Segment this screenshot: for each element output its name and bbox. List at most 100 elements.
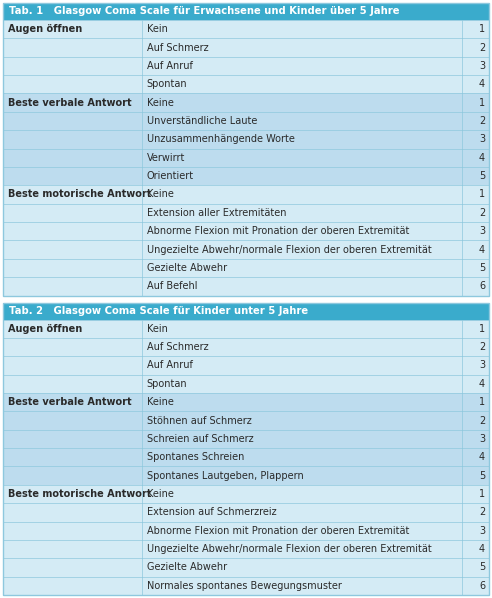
- Text: Auf Anruf: Auf Anruf: [147, 361, 192, 370]
- Bar: [3, 167, 489, 185]
- Text: Unverständliche Laute: Unverständliche Laute: [147, 116, 257, 126]
- Bar: [3, 485, 489, 503]
- Bar: [3, 93, 489, 112]
- Bar: [3, 204, 489, 222]
- Bar: [3, 303, 489, 319]
- Text: Ungezielte Abwehr/normale Flexion der oberen Extremität: Ungezielte Abwehr/normale Flexion der ob…: [147, 544, 431, 554]
- Text: Gezielte Abwehr: Gezielte Abwehr: [147, 563, 227, 572]
- Text: 2: 2: [479, 416, 485, 426]
- Text: Beste verbale Antwort: Beste verbale Antwort: [8, 97, 132, 108]
- Text: 1: 1: [479, 24, 485, 34]
- Text: 2: 2: [479, 208, 485, 218]
- Text: Orientiert: Orientiert: [147, 171, 194, 181]
- Text: Beste motorische Antwort: Beste motorische Antwort: [8, 190, 152, 200]
- Text: Auf Schmerz: Auf Schmerz: [147, 42, 208, 53]
- Bar: [3, 356, 489, 374]
- Bar: [3, 3, 489, 20]
- Text: Augen öffnen: Augen öffnen: [8, 24, 82, 34]
- Text: 4: 4: [479, 379, 485, 389]
- Text: Spontan: Spontan: [147, 80, 187, 89]
- Text: 3: 3: [479, 434, 485, 444]
- Text: 1: 1: [479, 190, 485, 200]
- Text: Keine: Keine: [147, 489, 173, 499]
- Text: 1: 1: [479, 397, 485, 407]
- Text: 4: 4: [479, 452, 485, 462]
- Text: Normales spontanes Bewegungsmuster: Normales spontanes Bewegungsmuster: [147, 581, 341, 591]
- Text: Spontanes Schreien: Spontanes Schreien: [147, 452, 244, 462]
- Text: Kein: Kein: [147, 24, 167, 34]
- Bar: [3, 448, 489, 466]
- Text: Spontanes Lautgeben, Plappern: Spontanes Lautgeben, Plappern: [147, 471, 303, 481]
- Text: Tab. 2   Glasgow Coma Scale für Kinder unter 5 Jahre: Tab. 2 Glasgow Coma Scale für Kinder unt…: [9, 306, 308, 316]
- Text: 3: 3: [479, 526, 485, 536]
- Text: 5: 5: [479, 563, 485, 572]
- Bar: [3, 75, 489, 93]
- Text: Schreien auf Schmerz: Schreien auf Schmerz: [147, 434, 253, 444]
- Text: Verwirrt: Verwirrt: [147, 152, 185, 163]
- Text: Unzusammenhängende Worte: Unzusammenhängende Worte: [147, 135, 294, 144]
- Text: 3: 3: [479, 226, 485, 236]
- Bar: [3, 319, 489, 338]
- Text: Auf Befehl: Auf Befehl: [147, 281, 197, 291]
- Text: Gezielte Abwehr: Gezielte Abwehr: [147, 263, 227, 273]
- Text: Extension aller Extremitäten: Extension aller Extremitäten: [147, 208, 286, 218]
- Bar: [3, 259, 489, 277]
- Text: 1: 1: [479, 97, 485, 108]
- Bar: [3, 185, 489, 204]
- Text: Abnorme Flexion mit Pronation der oberen Extremität: Abnorme Flexion mit Pronation der oberen…: [147, 226, 409, 236]
- Text: Extension auf Schmerzreiz: Extension auf Schmerzreiz: [147, 507, 276, 517]
- Text: 4: 4: [479, 544, 485, 554]
- Text: Ungezielte Abwehr/normale Flexion der oberen Extremität: Ungezielte Abwehr/normale Flexion der ob…: [147, 245, 431, 255]
- Text: Stöhnen auf Schmerz: Stöhnen auf Schmerz: [147, 416, 251, 426]
- Text: Spontan: Spontan: [147, 379, 187, 389]
- Bar: [3, 130, 489, 148]
- Bar: [3, 57, 489, 75]
- Bar: [3, 303, 489, 595]
- Text: Beste verbale Antwort: Beste verbale Antwort: [8, 397, 132, 407]
- Text: 3: 3: [479, 135, 485, 144]
- Text: 5: 5: [479, 171, 485, 181]
- Bar: [3, 38, 489, 57]
- Bar: [3, 521, 489, 540]
- Text: 2: 2: [479, 507, 485, 517]
- Bar: [3, 393, 489, 411]
- Text: Keine: Keine: [147, 190, 173, 200]
- Text: 2: 2: [479, 342, 485, 352]
- Text: Keine: Keine: [147, 397, 173, 407]
- Bar: [3, 222, 489, 240]
- Text: Augen öffnen: Augen öffnen: [8, 324, 82, 334]
- Text: 5: 5: [479, 263, 485, 273]
- Bar: [3, 576, 489, 595]
- Text: 2: 2: [479, 116, 485, 126]
- Bar: [3, 411, 489, 430]
- Bar: [3, 374, 489, 393]
- Text: 3: 3: [479, 361, 485, 370]
- Bar: [3, 20, 489, 38]
- Bar: [3, 277, 489, 295]
- Text: Auf Schmerz: Auf Schmerz: [147, 342, 208, 352]
- Bar: [3, 540, 489, 559]
- Bar: [3, 503, 489, 521]
- Text: 1: 1: [479, 324, 485, 334]
- Text: Beste motorische Antwort: Beste motorische Antwort: [8, 489, 152, 499]
- Text: Auf Anruf: Auf Anruf: [147, 61, 192, 71]
- Text: Abnorme Flexion mit Pronation der oberen Extremität: Abnorme Flexion mit Pronation der oberen…: [147, 526, 409, 536]
- Text: Kein: Kein: [147, 324, 167, 334]
- Bar: [3, 240, 489, 259]
- Bar: [3, 466, 489, 485]
- Text: 2: 2: [479, 42, 485, 53]
- Bar: [3, 559, 489, 576]
- Text: 4: 4: [479, 152, 485, 163]
- Bar: [3, 430, 489, 448]
- Text: 4: 4: [479, 245, 485, 255]
- Bar: [3, 338, 489, 356]
- Text: 1: 1: [479, 489, 485, 499]
- Text: Tab. 1   Glasgow Coma Scale für Erwachsene und Kinder über 5 Jahre: Tab. 1 Glasgow Coma Scale für Erwachsene…: [9, 7, 400, 17]
- Text: 3: 3: [479, 61, 485, 71]
- Text: Keine: Keine: [147, 97, 173, 108]
- Text: 6: 6: [479, 581, 485, 591]
- Text: 5: 5: [479, 471, 485, 481]
- Text: 4: 4: [479, 80, 485, 89]
- Bar: [3, 3, 489, 295]
- Text: 6: 6: [479, 281, 485, 291]
